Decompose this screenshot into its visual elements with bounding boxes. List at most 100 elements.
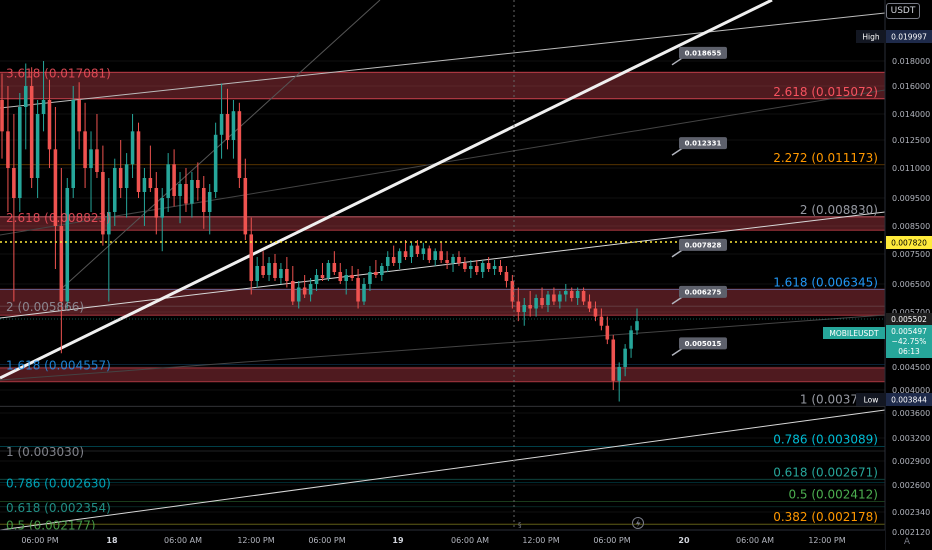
crosshair-price-box: 0.007820 [886,236,932,249]
auto-scale-icon[interactable]: A [904,537,911,547]
fib-label-right: 0.382 (0.002178) [773,510,878,524]
candle [457,251,461,266]
svg-text:A: A [904,537,911,547]
high-box: High 0.019997 [856,30,932,43]
fib-label-left: 3.618 (0.017081) [6,66,111,80]
grid-lines [0,60,885,533]
fib-zones [0,71,885,383]
candle [344,269,348,295]
candle [124,153,129,218]
bar-countdown: 06:13 [898,347,920,356]
candle [18,93,22,212]
time-tick-label: 12:00 PM [808,536,845,545]
candle [415,240,420,257]
candle [148,145,153,192]
candle [166,153,170,212]
candles [0,61,639,402]
candle [451,254,455,272]
price-tag: 0.012331 [671,137,727,156]
candle [184,168,188,212]
candle [528,291,532,317]
fib-label-right: 0.786 (0.003089) [773,433,878,447]
candle [130,114,135,178]
candle [59,168,64,354]
candle [569,287,574,302]
candle [362,278,366,305]
candle [23,63,28,150]
price-scale-ticks: 0.018000 0.016000 0.014000 0.012500 0.011000… [892,57,930,537]
candle [486,257,491,272]
price-line-value: 0.005502 [891,315,927,324]
candle [480,260,485,278]
price-tag-label: 0.018655 [685,49,722,57]
candle [540,287,544,309]
price-tag: 0.005015 [671,337,727,357]
candle [6,86,10,212]
fib-zone [0,367,885,382]
fib-label-left: 2.618 (0.008823) [6,211,111,225]
time-tick-label: 12:00 PM [522,536,559,545]
fib-label-right: 0.5 (0.002412) [788,488,878,502]
price-tick-label: 0.002120 [892,528,930,537]
price-tick-label: 0.011000 [892,164,930,173]
time-scale-ticks: 06:00 PM 18 06:00 AM 12:00 PM 06:00 PM 19 06:0… [21,536,845,545]
candle [516,287,521,322]
candle [107,178,111,302]
price-tick-label: 0.004000 [892,386,930,395]
candle [302,275,307,298]
time-scale[interactable] [0,530,885,550]
price-tick-label: 0.002340 [892,508,930,517]
candle [213,122,218,198]
price-tick-label: 0.002600 [892,481,930,490]
candle [623,344,627,377]
fib-zone [0,72,885,99]
time-tick-label: 06:00 PM [308,536,345,545]
candle [474,260,479,275]
fib-zone [0,289,885,316]
fib-label-left: 1 (0.003030) [6,445,84,459]
candle [12,114,16,302]
trend-lines [0,0,886,531]
candle [285,257,289,288]
change-percent: −42.75% [892,337,927,346]
candle [611,334,616,390]
price-scale[interactable] [885,0,932,550]
candle [617,362,621,402]
candle [492,260,497,275]
candle [237,102,242,188]
candle [564,284,568,302]
candle [575,287,580,305]
time-tick-label: 06:00 AM [736,536,774,545]
price-tag-label: 0.012331 [685,140,722,148]
candle [552,287,556,305]
candle [95,114,99,178]
candle [534,294,538,317]
candle [142,168,147,226]
candle [439,242,443,263]
candle [255,257,259,288]
candle [558,291,562,309]
candle [77,82,81,150]
low-label: Low [864,396,879,405]
fib-label-left: 0.786 (0.002630) [6,477,111,491]
price-tick-label: 0.007500 [892,250,930,259]
symbol-label: MOBILEUSDT [829,329,879,338]
price-tick-label: 0.003600 [892,409,930,418]
fib-label-right: 0.618 (0.002671) [773,465,878,479]
time-tick-label: 06:00 AM [164,536,202,545]
candle [599,308,604,331]
candle [356,269,360,309]
candle [172,149,176,207]
lightning-icon[interactable] [632,517,644,529]
price-tag-label: 0.006275 [685,288,722,296]
candle [380,263,384,281]
fib-label-left: 0.618 (0.002354) [6,501,111,515]
candle [201,176,206,229]
candle [593,301,598,322]
candle [403,240,408,260]
currency-button[interactable]: USDT [886,3,920,19]
candle [154,172,159,235]
candle [504,266,509,288]
fib-label-left: 2 (0.005866) [6,300,84,314]
